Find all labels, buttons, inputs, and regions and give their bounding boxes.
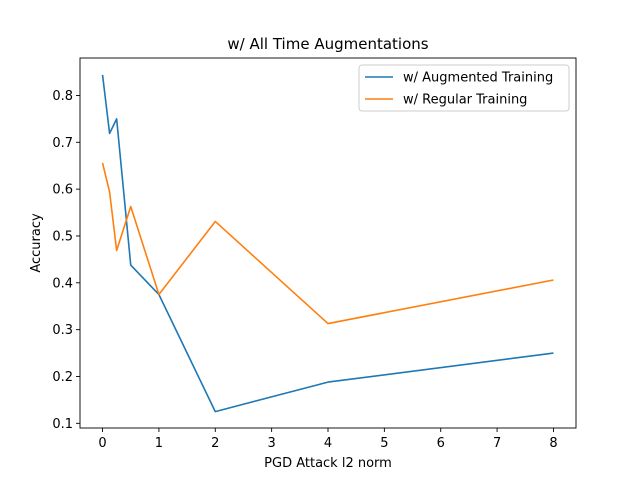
x-tick-label: 6 [437,436,445,451]
legend-label-2: w/ Regular Training [403,93,527,108]
chart-title: w/ All Time Augmentations [227,35,428,53]
x-tick-label: 8 [549,436,557,451]
x-tick-label: 2 [211,436,219,451]
y-tick-label: 0.2 [52,370,73,385]
x-tick-label: 1 [155,436,163,451]
x-axis-title: PGD Attack l2 norm [264,456,392,471]
y-tick-label: 0.6 [52,183,73,198]
legend-box [358,64,570,112]
y-tick-label: 0.1 [52,417,73,432]
x-tick-label: 3 [267,436,275,451]
y-tick-label: 0.8 [52,89,73,104]
y-tick-label: 0.5 [52,229,73,244]
y-tick-label: 0.4 [52,276,73,291]
legend-label-1: w/ Augmented Training [403,71,553,86]
y-axis-title: Accuracy [29,213,44,273]
x-tick-label: 7 [493,436,501,451]
series-line-2 [101,162,554,325]
y-tick-label: 0.7 [52,136,73,151]
y-tick-label: 0.3 [52,323,73,338]
x-tick-label: 4 [324,436,332,451]
x-tick-label: 5 [380,436,388,451]
x-tick-label: 0 [98,436,106,451]
plot-area: 0 1 2 3 4 5 6 7 8 0.1 0.2 0.3 0.4 0.5 0.6 0.7 0.8 [52,57,577,451]
legend: w/ Augmented Training w/ Regular Training [358,64,570,112]
series-line-1 [101,74,554,413]
